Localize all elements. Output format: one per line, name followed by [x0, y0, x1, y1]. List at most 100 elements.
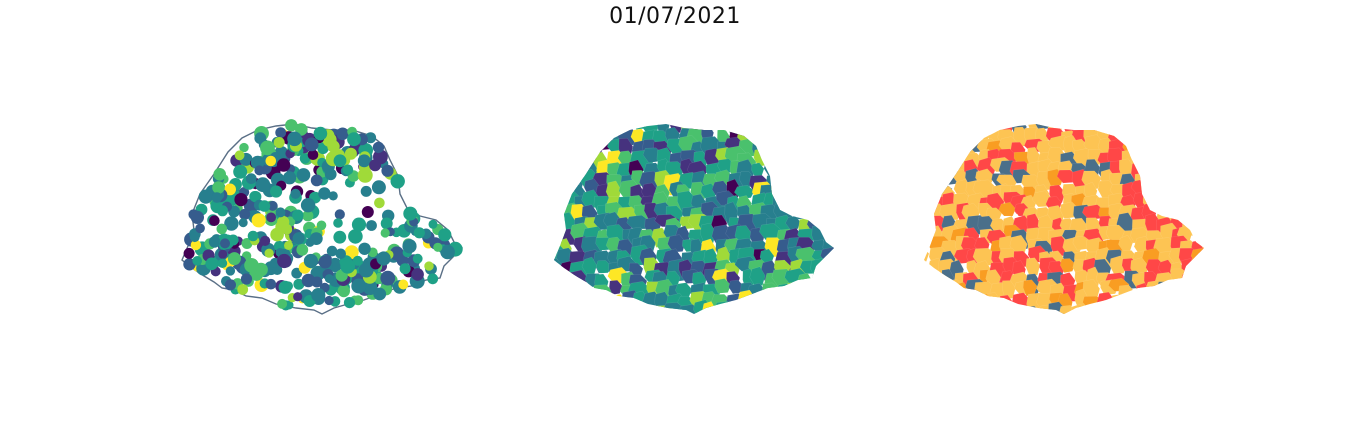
municipality-region — [763, 139, 787, 156]
municipality-region — [554, 149, 565, 167]
municipality-region — [554, 290, 565, 311]
municipality-region — [785, 128, 807, 144]
municipality-region — [758, 311, 784, 314]
municipality-region — [789, 180, 812, 206]
municipality-region — [835, 194, 848, 210]
municipality-point — [303, 253, 318, 269]
municipality-region — [1189, 300, 1204, 314]
municipality-point — [340, 258, 356, 274]
municipality-region — [595, 293, 615, 314]
municipality-region — [990, 311, 1007, 314]
municipality-region — [607, 301, 630, 314]
municipality-region — [1140, 313, 1160, 314]
municipality-region — [796, 159, 812, 179]
municipality-region — [776, 127, 801, 151]
municipality-region — [1169, 148, 1187, 169]
municipality-region — [836, 282, 848, 297]
municipality-region — [578, 312, 597, 314]
municipality-region — [1106, 304, 1130, 314]
municipality-region — [785, 192, 804, 209]
municipality-region — [810, 160, 831, 177]
municipality-region — [809, 279, 830, 295]
municipality-region — [808, 150, 831, 171]
municipality-region — [1156, 281, 1175, 298]
municipality-region — [1094, 305, 1120, 314]
municipality-region — [714, 278, 732, 294]
municipality-point — [251, 213, 266, 228]
municipality-region — [798, 140, 815, 163]
municipality-region — [798, 282, 812, 302]
municipality-point — [266, 212, 276, 223]
municipality-region — [1193, 269, 1204, 294]
municipality-point — [234, 193, 248, 207]
municipality-point — [302, 210, 314, 222]
municipality-region — [1154, 150, 1174, 168]
municipality-region — [787, 171, 807, 190]
municipality-region — [926, 124, 949, 133]
municipality-region — [1145, 124, 1161, 136]
municipality-region — [554, 157, 566, 178]
municipality-region — [999, 305, 1017, 314]
municipality-point — [217, 258, 228, 268]
municipality-region — [929, 291, 954, 314]
municipality-region — [1159, 292, 1179, 314]
municipality-region — [753, 312, 767, 314]
municipality-region — [750, 295, 768, 314]
municipality-point — [307, 149, 319, 160]
municipality-region — [924, 247, 930, 263]
municipality-point — [241, 238, 253, 249]
municipality-point — [237, 284, 249, 295]
municipality-point — [293, 278, 305, 290]
municipality-region — [1179, 196, 1203, 210]
municipality-point — [224, 279, 236, 291]
municipality-point — [333, 154, 347, 168]
municipality-point — [353, 295, 364, 306]
municipality-region — [1168, 282, 1182, 301]
municipality-point — [301, 273, 316, 288]
municipality-region — [927, 148, 946, 167]
municipality-region — [1201, 303, 1204, 314]
municipality-region — [554, 128, 571, 143]
municipality-region — [554, 195, 565, 217]
municipality-point — [402, 239, 417, 254]
municipality-region — [976, 124, 991, 131]
municipality-point — [208, 236, 221, 248]
municipality-region — [819, 125, 834, 143]
municipality-region — [560, 293, 583, 313]
municipality-point — [239, 142, 249, 153]
municipality-point — [361, 206, 374, 218]
municipality-region — [1132, 135, 1152, 157]
municipality-region — [919, 315, 937, 323]
municipality-region — [1061, 318, 1081, 323]
municipality-region — [557, 148, 576, 162]
municipality-point — [313, 126, 328, 141]
municipality-region — [555, 124, 574, 134]
municipality-region — [1110, 293, 1134, 310]
municipality-point — [411, 268, 424, 281]
municipality-point — [360, 185, 372, 197]
municipality-point — [371, 180, 386, 195]
municipality-point — [358, 262, 374, 278]
municipality-region — [1070, 124, 1092, 132]
municipality-region — [607, 314, 632, 323]
municipality-region — [701, 313, 720, 314]
municipality-region — [974, 311, 996, 314]
municipality-region — [770, 178, 793, 199]
municipality-region — [811, 169, 834, 189]
municipality-region — [736, 304, 755, 314]
municipality-region — [799, 194, 825, 218]
municipality-point — [337, 284, 350, 298]
municipality-region — [820, 246, 834, 265]
municipality-point — [255, 177, 271, 193]
municipality-region — [1168, 183, 1186, 204]
municipality-region — [821, 317, 837, 323]
municipality-region — [557, 317, 576, 324]
municipality-region — [1155, 136, 1180, 154]
municipality-region — [596, 312, 621, 314]
municipality-region — [951, 126, 972, 144]
municipality-region — [1120, 127, 1143, 145]
municipality-region — [951, 288, 972, 310]
municipality-region — [924, 181, 933, 205]
municipality-point — [344, 147, 357, 160]
municipality-region — [568, 150, 585, 173]
